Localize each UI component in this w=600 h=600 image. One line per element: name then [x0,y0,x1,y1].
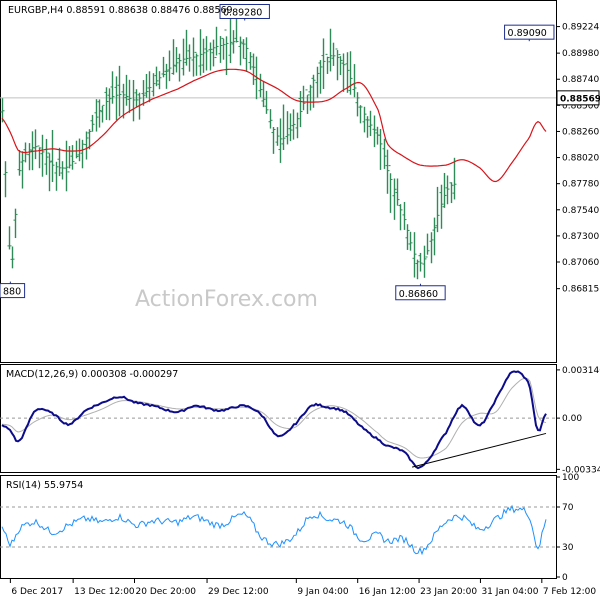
macd-signal-line [1,377,547,459]
price-axis-label: 0.87300 [562,232,599,242]
macd-line [1,370,547,470]
rsi-axis-label: 70 [562,503,574,513]
price-axis-label: 0.88980 [562,49,599,59]
rsi-axis-label: 100 [562,473,579,483]
time-axis-label: 9 Jan 04:00 [297,587,349,597]
time-axis-label: 23 Jan 20:00 [420,587,477,597]
price-axis-label: 0.88500 [562,101,599,111]
axis-layer: 0.89224 0.88980 0.88740 0.88500 0.88260 0.880… [9,23,600,597]
annotation-label: 0.89280 [223,7,262,18]
price-panel-frame [0,0,557,363]
time-axis-label: 16 Jan 12:00 [359,587,416,597]
time-axis-label: 13 Dec 12:00 [74,587,135,597]
macd-trendline [411,432,547,468]
time-axis-label: 20 Dec 20:00 [136,587,197,597]
annotation-label: 0.86860 [399,289,438,300]
price-axis-label: 0.87540 [562,206,599,216]
rsi-layer [0,504,556,556]
macd-layer [0,370,556,470]
watermark: ActionForex.com [135,287,318,312]
macd-panel-title: MACD(12,26,9) 0.000308 -0.000297 [6,369,178,380]
rsi-axis-label: 30 [562,543,574,553]
rsi-panel-title: RSI(14) 55.9754 [6,480,83,491]
price-axis-label: 0.88740 [562,75,599,85]
time-axis-label: 7 Feb 12:00 [543,587,597,597]
time-axis-label: 29 Dec 12:00 [208,587,269,597]
price-axis-label: 0.86815 [562,285,599,295]
price-axis-label: 0.88020 [562,154,599,164]
macd-axis-label: 0.003146 [562,366,600,376]
rsi-panel-frame [0,475,557,579]
price-layer: 0.89280 0.89090 0.86860 880 [0,3,556,301]
annotation-label: 0.89090 [508,28,547,39]
price-panel-title: EURGBP,H4 0.88591 0.88638 0.88476 0.8856… [8,5,233,16]
macd-axis-label: 0.00 [562,414,582,424]
moving-average-line [1,68,547,183]
time-axis-label: 6 Dec 2017 [11,587,63,597]
price-axis-label: 0.89224 [562,23,599,33]
rsi-line [1,504,547,556]
annotation-label: 880 [3,287,21,298]
last-price-tag-label: 0.88569 [560,94,600,104]
price-axis-label: 0.87780 [562,180,599,190]
rsi-axis-label: 0 [562,573,568,583]
macd-axis-label: -0.003342 [562,465,600,475]
annotation-box [0,283,26,299]
time-axis-label: 31 Jan 04:00 [481,587,538,597]
price-axis-label: 0.87060 [562,258,599,268]
last-price-tag [556,90,600,106]
price-axis-label: 0.88260 [562,127,599,137]
